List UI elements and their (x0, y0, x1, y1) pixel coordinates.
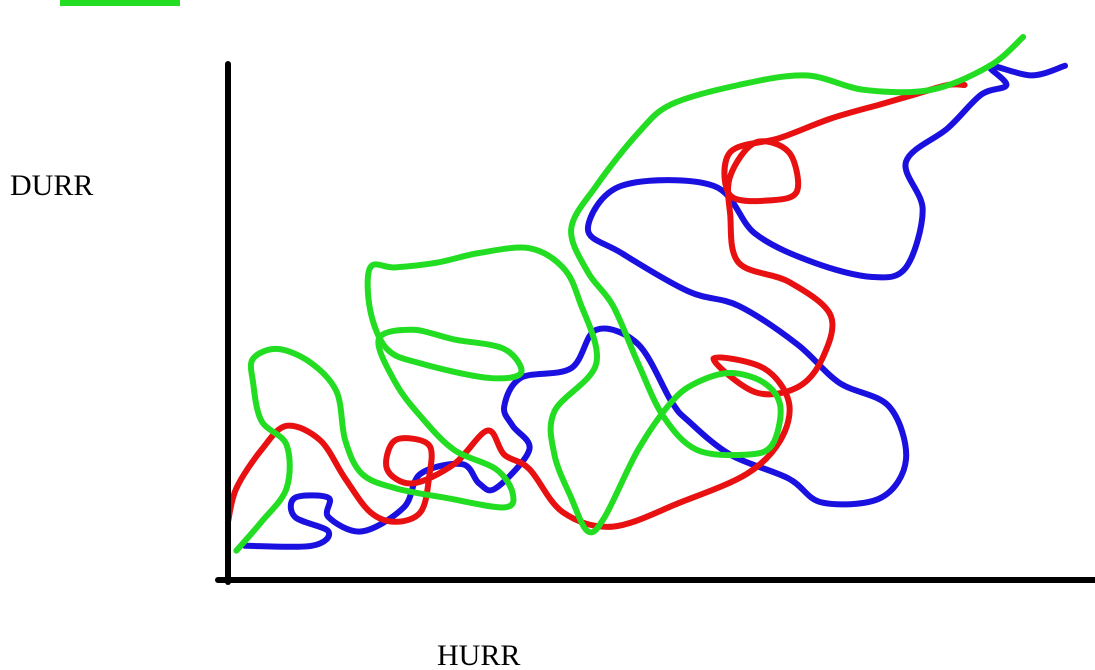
corner-mark (60, 0, 180, 6)
series-red-line (225, 81, 968, 530)
series-green-line (233, 34, 1027, 554)
series-blue-line (241, 62, 1068, 550)
series-layer (225, 34, 1068, 554)
x-axis-label: HURR (437, 639, 520, 670)
y-axis-label: DURR (10, 169, 93, 202)
